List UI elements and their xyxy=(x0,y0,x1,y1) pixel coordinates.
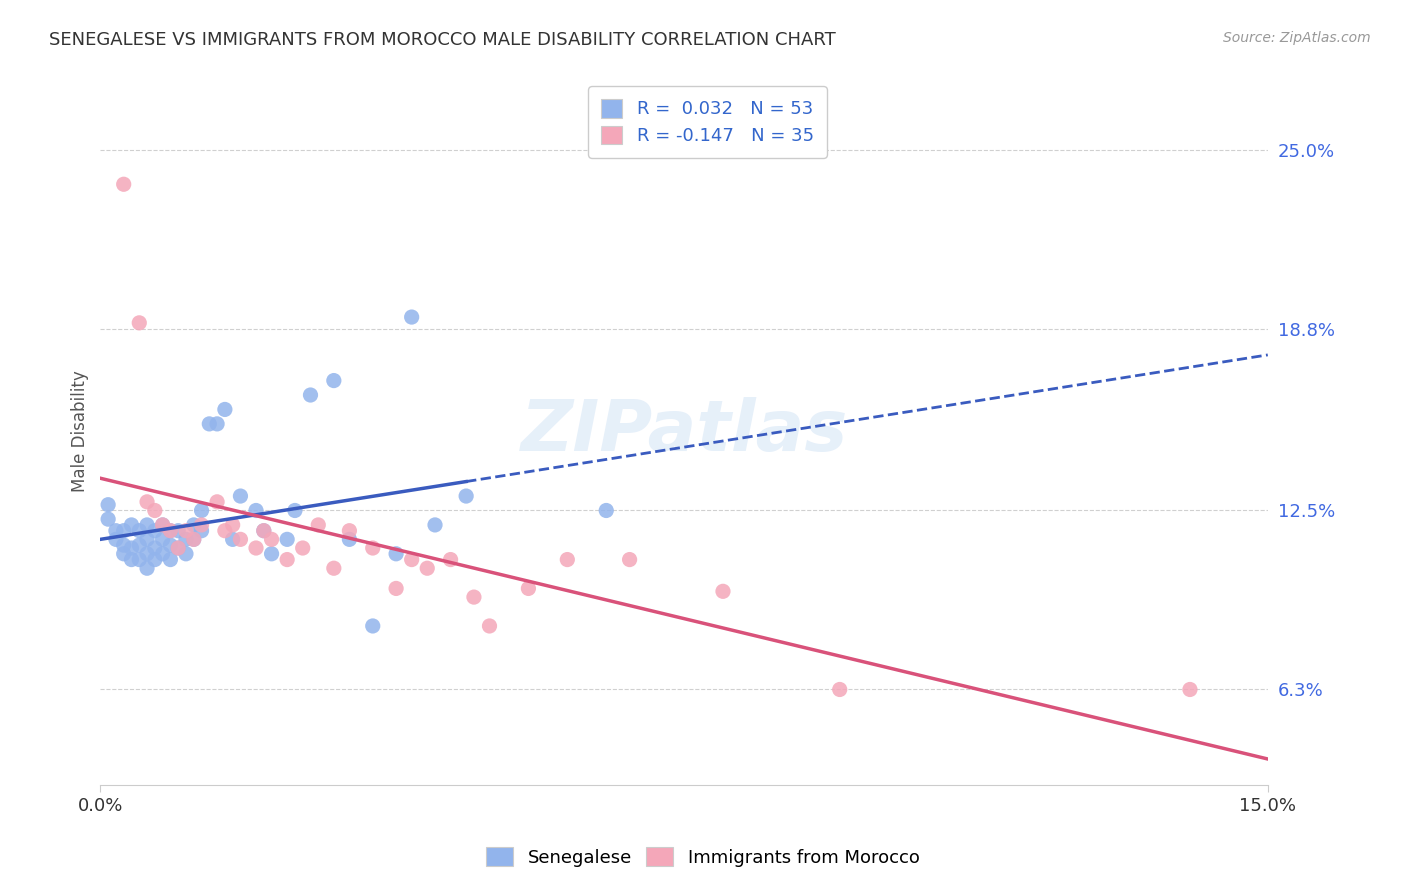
Point xyxy=(159,552,181,566)
Point xyxy=(214,524,236,538)
Text: ZIPatlas: ZIPatlas xyxy=(520,397,848,466)
Point xyxy=(152,517,174,532)
Point xyxy=(557,552,579,566)
Point xyxy=(385,547,408,561)
Point xyxy=(253,524,276,538)
Point xyxy=(291,541,314,555)
Point xyxy=(198,417,221,431)
Point xyxy=(245,541,267,555)
Point xyxy=(205,495,228,509)
Point xyxy=(159,524,181,538)
Point xyxy=(121,541,143,555)
Point xyxy=(190,524,212,538)
Point xyxy=(205,417,228,431)
Point xyxy=(112,547,135,561)
Point xyxy=(97,498,120,512)
Point xyxy=(159,524,181,538)
Point xyxy=(307,517,329,532)
Point xyxy=(190,503,212,517)
Point xyxy=(339,524,361,538)
Point xyxy=(260,547,283,561)
Point xyxy=(104,524,127,538)
Point xyxy=(385,582,408,596)
Point xyxy=(128,552,150,566)
Point xyxy=(463,590,485,604)
Point xyxy=(828,682,851,697)
Point xyxy=(174,524,197,538)
Point xyxy=(221,533,243,547)
Point xyxy=(361,619,384,633)
Point xyxy=(159,538,181,552)
Point xyxy=(221,517,243,532)
Point xyxy=(112,178,135,192)
Point xyxy=(112,538,135,552)
Point xyxy=(143,552,166,566)
Point xyxy=(183,517,205,532)
Point xyxy=(416,561,439,575)
Text: Source: ZipAtlas.com: Source: ZipAtlas.com xyxy=(1223,31,1371,45)
Y-axis label: Male Disability: Male Disability xyxy=(72,370,89,492)
Point xyxy=(439,552,461,566)
Point xyxy=(183,533,205,547)
Point xyxy=(128,538,150,552)
Legend: Senegalese, Immigrants from Morocco: Senegalese, Immigrants from Morocco xyxy=(479,840,927,874)
Point xyxy=(361,541,384,555)
Point xyxy=(167,524,190,538)
Point xyxy=(143,524,166,538)
Point xyxy=(517,582,540,596)
Text: SENEGALESE VS IMMIGRANTS FROM MOROCCO MALE DISABILITY CORRELATION CHART: SENEGALESE VS IMMIGRANTS FROM MOROCCO MA… xyxy=(49,31,837,49)
Point xyxy=(401,552,423,566)
Point xyxy=(299,388,322,402)
Point xyxy=(245,503,267,517)
Point xyxy=(456,489,478,503)
Point xyxy=(174,533,197,547)
Point xyxy=(136,533,159,547)
Point xyxy=(136,547,159,561)
Point xyxy=(128,524,150,538)
Point xyxy=(152,517,174,532)
Point xyxy=(190,517,212,532)
Point xyxy=(97,512,120,526)
Point xyxy=(112,524,135,538)
Point xyxy=(260,533,283,547)
Point xyxy=(167,541,190,555)
Point xyxy=(174,547,197,561)
Point xyxy=(322,561,344,575)
Point xyxy=(128,316,150,330)
Point xyxy=(121,517,143,532)
Point xyxy=(595,503,617,517)
Point xyxy=(229,533,252,547)
Point xyxy=(229,489,252,503)
Point xyxy=(711,584,734,599)
Point xyxy=(136,495,159,509)
Point xyxy=(619,552,641,566)
Point xyxy=(104,533,127,547)
Point xyxy=(214,402,236,417)
Legend: R =  0.032   N = 53, R = -0.147   N = 35: R = 0.032 N = 53, R = -0.147 N = 35 xyxy=(588,87,827,158)
Point xyxy=(276,533,298,547)
Point xyxy=(167,541,190,555)
Point xyxy=(143,541,166,555)
Point xyxy=(152,547,174,561)
Point xyxy=(121,552,143,566)
Point xyxy=(423,517,446,532)
Point xyxy=(401,310,423,324)
Point xyxy=(136,517,159,532)
Point xyxy=(1178,682,1201,697)
Point xyxy=(322,374,344,388)
Point xyxy=(339,533,361,547)
Point xyxy=(152,533,174,547)
Point xyxy=(276,552,298,566)
Point xyxy=(136,561,159,575)
Point xyxy=(253,524,276,538)
Point xyxy=(478,619,501,633)
Point xyxy=(284,503,307,517)
Point xyxy=(183,533,205,547)
Point xyxy=(143,503,166,517)
